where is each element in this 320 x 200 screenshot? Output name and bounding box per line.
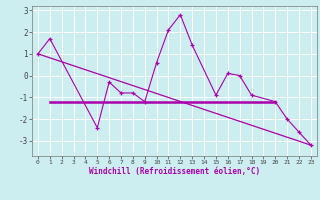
X-axis label: Windchill (Refroidissement éolien,°C): Windchill (Refroidissement éolien,°C) [89, 167, 260, 176]
